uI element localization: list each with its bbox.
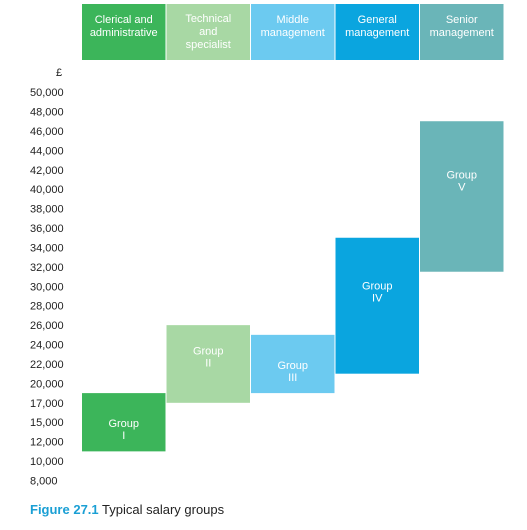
y-tick-label: 32,000: [30, 262, 64, 274]
salary-group-bar: [420, 121, 504, 272]
y-tick-label: 42,000: [30, 165, 64, 177]
y-tick-label: 12,000: [30, 437, 64, 449]
y-tick-label: 26,000: [30, 320, 64, 332]
category-header-box: [335, 4, 419, 60]
salary-group-label: Group: [193, 346, 224, 358]
salary-group-label: I: [122, 430, 125, 442]
category-header-label: specialist: [186, 39, 231, 51]
y-tick-label: 17,000: [30, 398, 64, 410]
figure-number: Figure 27.1: [30, 502, 99, 517]
category-header-label: management: [261, 27, 325, 39]
y-tick-label: 30,000: [30, 281, 64, 293]
salary-group-label: IV: [372, 292, 383, 304]
category-header-box: [82, 4, 166, 60]
category-header-label: General: [358, 14, 397, 26]
category-header-label: and: [199, 26, 217, 38]
category-header-label: management: [345, 27, 409, 39]
y-tick-label: 44,000: [30, 145, 64, 157]
y-tick-label: 20,000: [30, 378, 64, 390]
y-tick-label: 22,000: [30, 359, 64, 371]
category-header-label: management: [430, 27, 494, 39]
category-header-box: [251, 4, 335, 60]
y-tick-label: 24,000: [30, 340, 64, 352]
figure-caption: Figure 27.1 Typical salary groups: [30, 502, 224, 517]
salary-group-bar: [335, 237, 419, 374]
salary-group-label: Group: [277, 360, 308, 372]
y-tick-label: 46,000: [30, 126, 64, 138]
salary-group-label: Group: [108, 418, 139, 430]
y-axis-unit-label: £: [56, 67, 62, 79]
category-header-label: administrative: [90, 27, 158, 39]
y-tick-label: 38,000: [30, 204, 64, 216]
salary-group-label: Group: [362, 280, 393, 292]
y-axis-tick-labels: 8,000 10,000 12,000 15,000 17,000 20,000 22,00…: [30, 87, 64, 487]
y-tick-label: 36,000: [30, 223, 64, 235]
y-tick-label: 10,000: [30, 456, 64, 468]
category-header-label: Clerical and: [95, 14, 153, 26]
y-tick-label: 8,000: [30, 476, 58, 488]
y-tick-label: 15,000: [30, 417, 64, 429]
y-tick-label: 50,000: [30, 87, 64, 99]
category-header-label: Middle: [277, 14, 309, 26]
category-header-box: [420, 4, 504, 60]
salary-group-label: Group: [446, 169, 477, 181]
y-tick-label: 48,000: [30, 107, 64, 119]
category-header-label: Senior: [446, 14, 478, 26]
salary-group-bar: [166, 325, 250, 403]
y-tick-label: 34,000: [30, 242, 64, 254]
y-tick-label: 40,000: [30, 184, 64, 196]
figure-title: Typical salary groups: [102, 502, 225, 517]
salary-group-bar: [251, 334, 335, 394]
salary-group-label: V: [458, 181, 466, 193]
salary-group-label: III: [288, 372, 297, 384]
category-header-label: Technical: [185, 13, 231, 25]
salary-group-label: II: [205, 358, 211, 370]
category-header-box: [166, 4, 250, 60]
salary-group-bar: [82, 393, 166, 452]
y-tick-label: 28,000: [30, 301, 64, 313]
